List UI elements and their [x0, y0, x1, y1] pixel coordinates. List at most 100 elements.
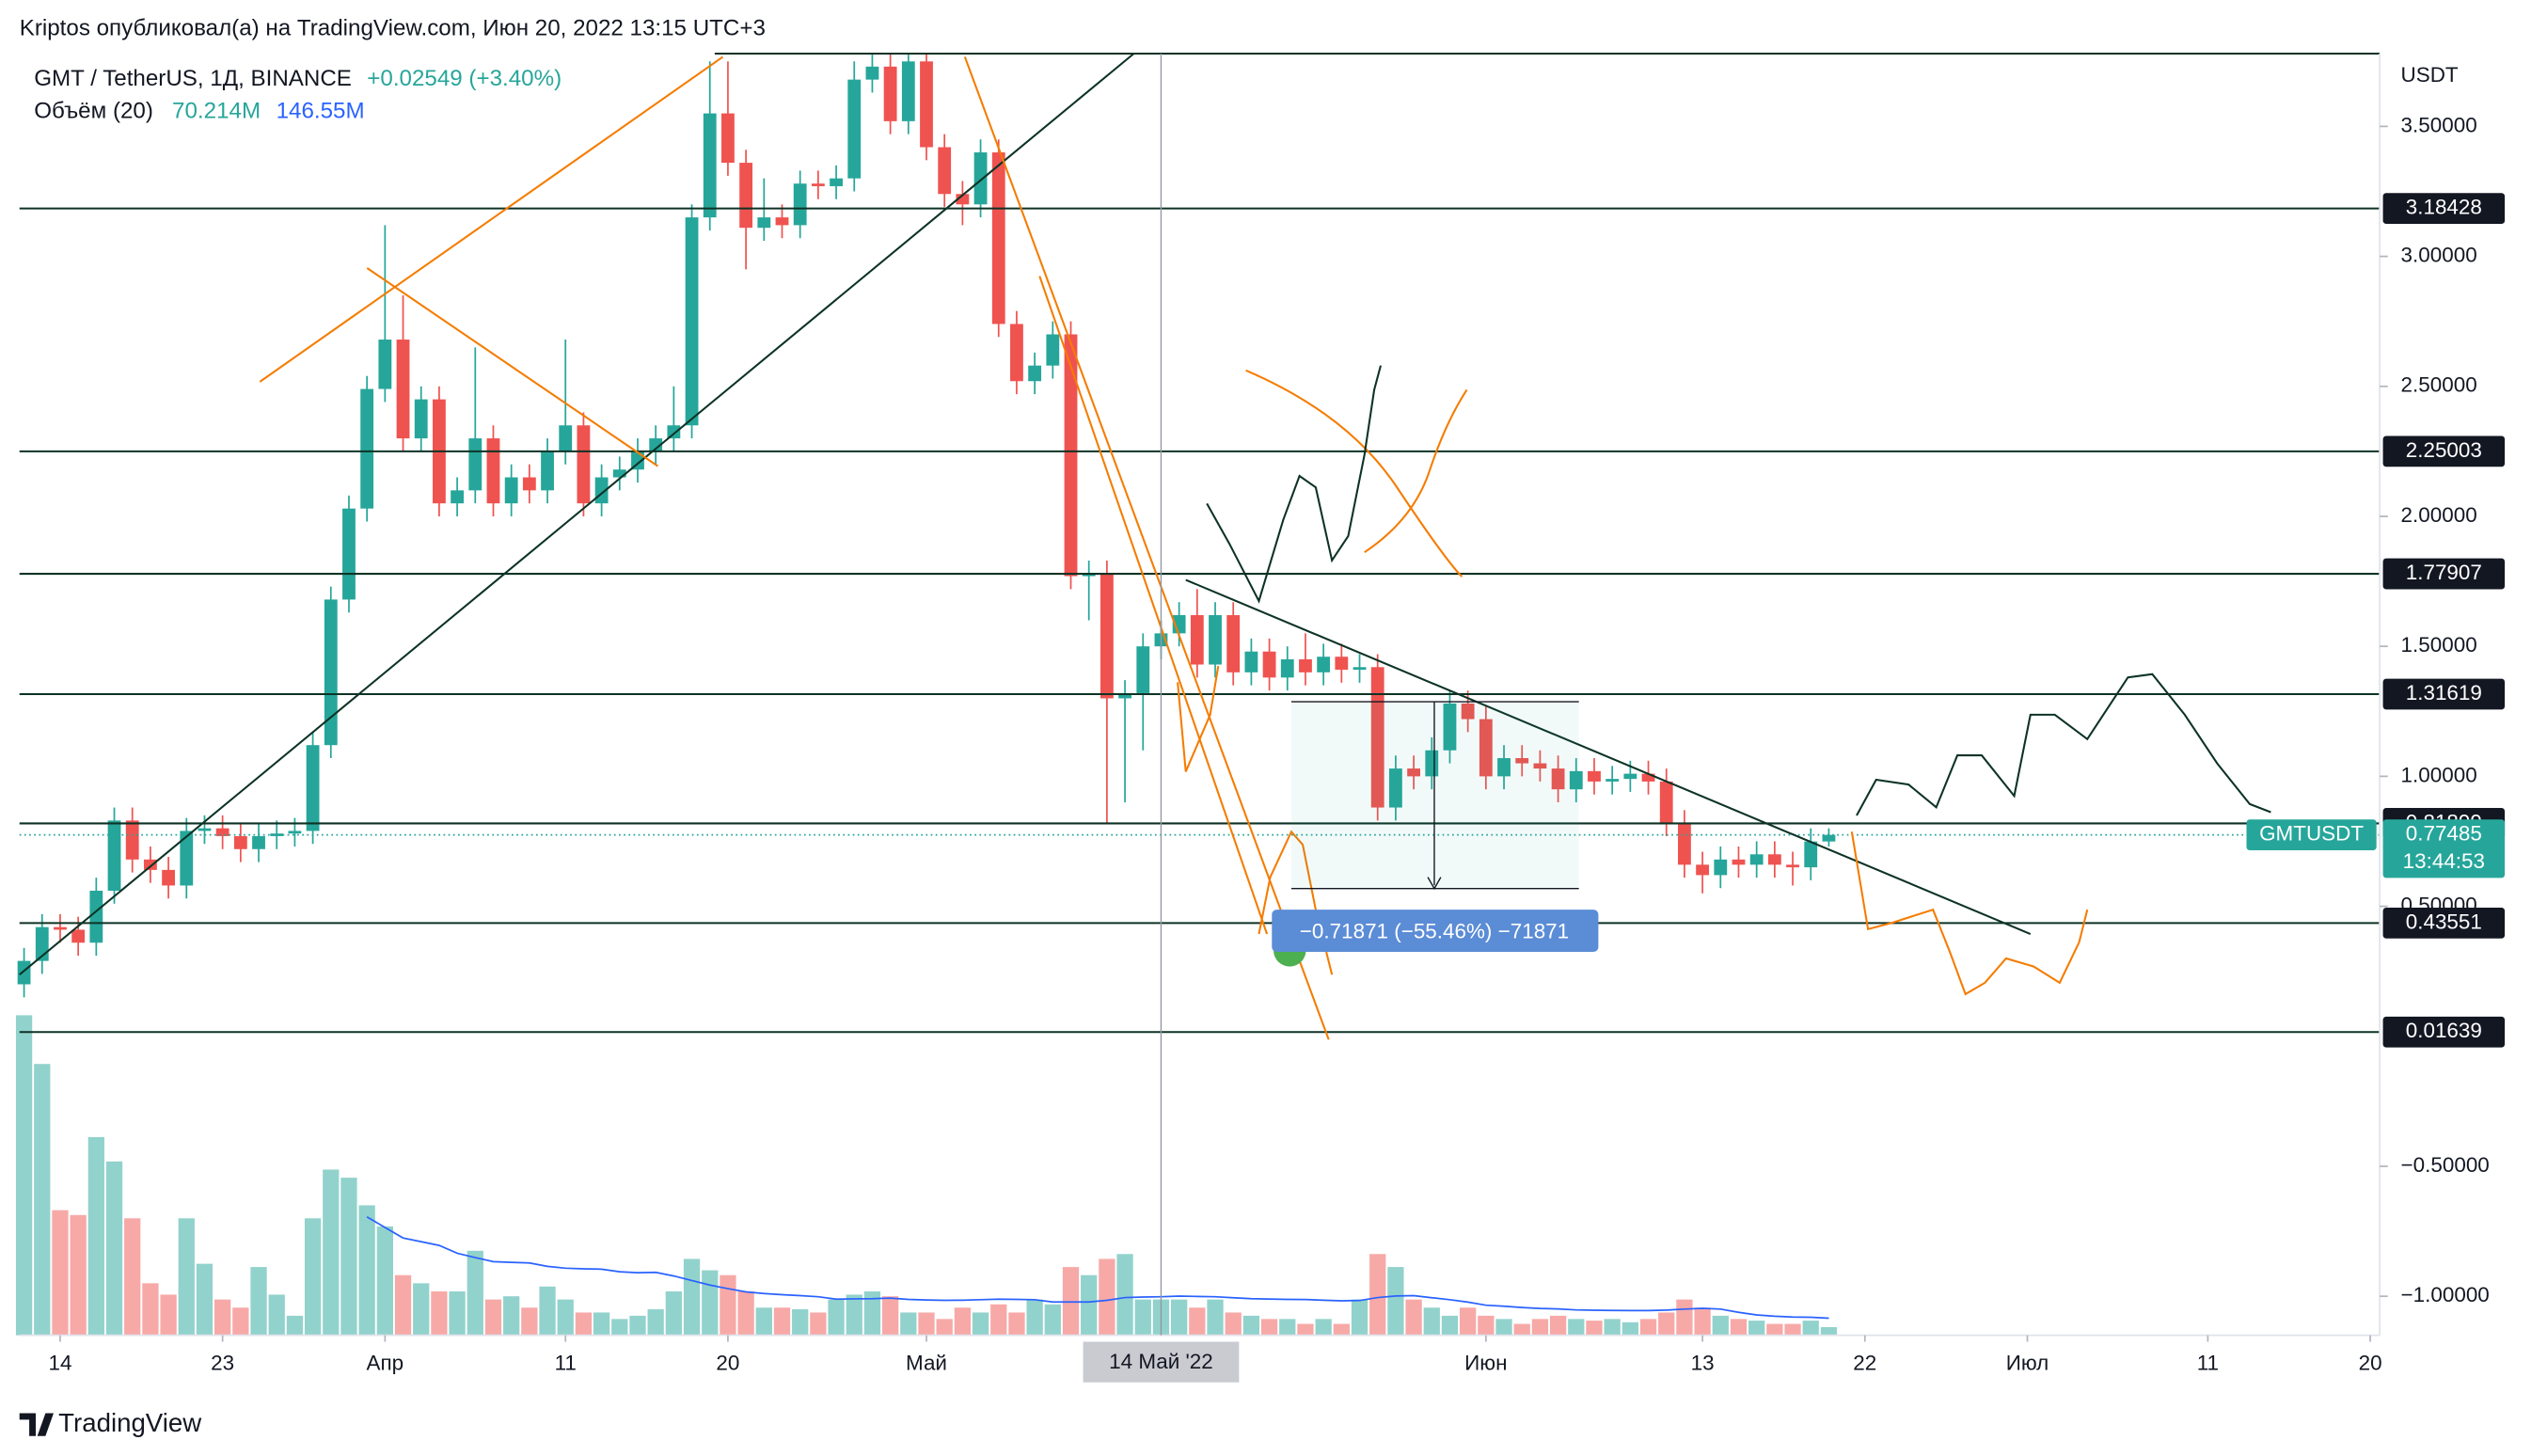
volume-bar: [1766, 1323, 1783, 1336]
candle-body: [1443, 703, 1457, 751]
candle-body: [451, 490, 465, 504]
volume-bar: [1099, 1258, 1115, 1336]
x-tick-label: Июл: [2006, 1352, 2049, 1375]
volume-bar: [15, 1015, 33, 1336]
volume-bar: [1802, 1321, 1819, 1336]
volume-bar: [178, 1218, 195, 1336]
candle-body: [1479, 719, 1493, 777]
brand: TradingView: [58, 1408, 202, 1437]
x-tick-label: 14: [48, 1352, 71, 1375]
volume-bar: [1242, 1315, 1260, 1336]
candle-body: [1226, 615, 1241, 673]
volume-bar: [1460, 1307, 1477, 1336]
volume-bar: [954, 1307, 972, 1336]
candle-body: [522, 477, 536, 491]
candle-body: [1407, 768, 1420, 777]
volume-bar: [720, 1274, 736, 1336]
level-tag: [2382, 907, 2506, 939]
volume-bar: [1658, 1312, 1675, 1336]
candle-body: [17, 960, 31, 985]
volume-bar: [737, 1290, 754, 1336]
candle-body: [1136, 646, 1150, 693]
drawings: −0.71871 (−55.46%) −71871: [19, 52, 2381, 1040]
volume-bar: [1207, 1299, 1224, 1336]
volume-bar: [1730, 1319, 1748, 1336]
y-tick-label: 2.00000: [2401, 503, 2477, 527]
volume-bar: [70, 1214, 87, 1336]
candle-body: [396, 340, 410, 439]
candle-body: [1641, 773, 1655, 782]
volume-bar: [1495, 1319, 1512, 1336]
candle-body: [973, 152, 988, 205]
volume-bar: [323, 1169, 340, 1336]
freehand: [1856, 673, 2271, 816]
trend-line: [259, 55, 724, 383]
volume-bar: [1225, 1312, 1242, 1336]
volume-bar: [250, 1267, 267, 1336]
volume-bar: [449, 1290, 466, 1336]
candle-body: [1064, 334, 1078, 577]
volume-bar: [647, 1308, 664, 1336]
volume-indicator: Объём (20): [34, 99, 153, 124]
symbol-title: GMT / TetherUS, 1Д, BINANCE: [34, 66, 352, 91]
candle-body: [1335, 657, 1349, 671]
trend-line: [1038, 276, 1269, 935]
volume-bar: [881, 1296, 899, 1336]
volume-bar: [105, 1161, 123, 1336]
volume-pane: [15, 1015, 1838, 1336]
volume-bar: [34, 1064, 51, 1336]
volume-bar: [593, 1312, 610, 1336]
y-tick-label: 1.50000: [2401, 633, 2477, 657]
volume-bar: [863, 1290, 881, 1336]
volume-bar: [900, 1312, 917, 1336]
candle-body: [991, 152, 1005, 324]
volume-bar: [1297, 1323, 1314, 1336]
volume-ma: 146.55M: [277, 99, 365, 124]
candle-body: [1732, 859, 1746, 865]
candle-body: [1262, 651, 1276, 678]
volume-bar: [376, 1226, 393, 1336]
volume-bar: [702, 1270, 719, 1336]
level-tag: [2382, 678, 2506, 710]
volume-last: 70.214M: [172, 99, 261, 124]
level-tag: [2382, 558, 2506, 590]
candle-body: [324, 599, 338, 746]
volume-bar: [1369, 1254, 1386, 1336]
candle-body: [920, 61, 933, 148]
volume-bar: [1568, 1319, 1585, 1336]
volume-bar: [846, 1294, 862, 1336]
volume-bar: [1784, 1323, 1801, 1336]
candle-body: [938, 147, 952, 195]
volume-bar: [539, 1286, 556, 1336]
candle-body: [486, 438, 500, 504]
candle-body: [125, 820, 139, 860]
measure-box: [1272, 910, 1599, 953]
candle-body: [631, 451, 644, 470]
freehand: [1245, 369, 1463, 578]
volume-bar: [828, 1299, 845, 1336]
candle-body: [1678, 823, 1691, 865]
volume-bar: [142, 1283, 159, 1336]
candle-body: [1623, 773, 1637, 780]
candle-body: [1082, 573, 1096, 577]
x-tick-label: 22: [1853, 1352, 1876, 1375]
volume-bar: [1189, 1307, 1206, 1336]
candle-body: [1190, 615, 1204, 665]
candle-body: [649, 438, 663, 451]
last-price-tag: [2382, 819, 2506, 878]
volume-bar: [87, 1136, 104, 1336]
volume-bar: [286, 1315, 304, 1336]
volume-bar: [1351, 1299, 1368, 1336]
candle-body: [1028, 365, 1042, 382]
candle-body: [901, 61, 915, 121]
volume-bar: [1639, 1319, 1657, 1336]
volume-bar: [1513, 1323, 1530, 1336]
volume-bar: [1748, 1321, 1765, 1336]
candle-body: [1046, 334, 1060, 366]
measure-area: [1290, 702, 1579, 889]
candle-body: [1714, 859, 1728, 876]
candle-body: [1588, 770, 1601, 782]
volume-bar: [124, 1218, 141, 1336]
